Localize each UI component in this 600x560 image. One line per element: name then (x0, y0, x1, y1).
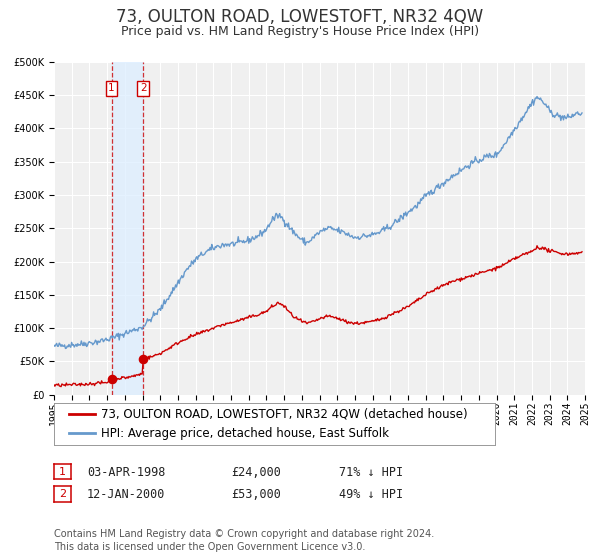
Text: 73, OULTON ROAD, LOWESTOFT, NR32 4QW: 73, OULTON ROAD, LOWESTOFT, NR32 4QW (116, 8, 484, 26)
Legend: 73, OULTON ROAD, LOWESTOFT, NR32 4QW (detached house), HPI: Average price, detac: 73, OULTON ROAD, LOWESTOFT, NR32 4QW (de… (64, 403, 472, 445)
Text: This data is licensed under the Open Government Licence v3.0.: This data is licensed under the Open Gov… (54, 542, 365, 552)
Text: 49% ↓ HPI: 49% ↓ HPI (339, 488, 403, 501)
Text: 1: 1 (108, 83, 115, 94)
Point (139, 355, 148, 364)
Text: 12-JAN-2000: 12-JAN-2000 (87, 488, 166, 501)
Text: Contains HM Land Registry data © Crown copyright and database right 2024.: Contains HM Land Registry data © Crown c… (54, 529, 434, 539)
Text: £24,000: £24,000 (231, 465, 281, 479)
Text: 71% ↓ HPI: 71% ↓ HPI (339, 465, 403, 479)
Text: 1: 1 (59, 466, 66, 477)
Text: 2: 2 (140, 83, 146, 94)
Text: £53,000: £53,000 (231, 488, 281, 501)
Text: 2: 2 (59, 489, 66, 499)
Text: Price paid vs. HM Land Registry's House Price Index (HPI): Price paid vs. HM Land Registry's House … (121, 25, 479, 38)
Point (107, 374, 116, 383)
Bar (112, 62, 143, 395)
Text: 03-APR-1998: 03-APR-1998 (87, 465, 166, 479)
